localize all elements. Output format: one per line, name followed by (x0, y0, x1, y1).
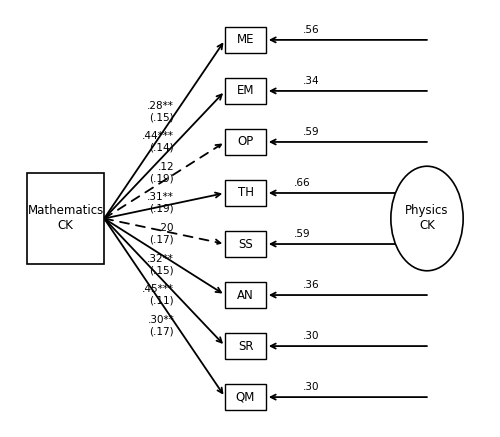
Text: Physics
CK: Physics CK (406, 205, 449, 232)
Text: .12
(.19): .12 (.19) (150, 162, 174, 184)
Text: .31**
(.19): .31** (.19) (148, 192, 174, 214)
Text: TH: TH (238, 187, 254, 199)
Text: .59: .59 (294, 229, 310, 239)
Text: .30: .30 (303, 331, 320, 341)
Bar (225, 129, 266, 155)
Text: OP: OP (238, 135, 254, 149)
Bar (27, 173, 104, 264)
Text: Mathematics
CK: Mathematics CK (28, 205, 104, 232)
Bar (225, 231, 266, 257)
Text: QM: QM (236, 391, 255, 404)
Bar (225, 180, 266, 206)
Text: .34: .34 (302, 76, 320, 86)
Text: AN: AN (237, 288, 254, 302)
Text: .30**
(.17): .30** (.17) (148, 315, 174, 336)
Text: .45***
(.11): .45*** (.11) (142, 284, 174, 306)
Text: .30: .30 (303, 382, 320, 392)
Text: .66: .66 (294, 178, 310, 188)
Bar (225, 27, 266, 53)
Text: .59: .59 (302, 127, 320, 137)
Text: .44***
(.14): .44*** (.14) (142, 131, 174, 153)
Bar (225, 384, 266, 410)
Bar (225, 282, 266, 308)
Text: .28**
(.15): .28** (.15) (148, 101, 174, 122)
Text: .36: .36 (302, 280, 320, 290)
Text: SS: SS (238, 238, 253, 250)
Bar (225, 78, 266, 104)
Ellipse shape (391, 166, 463, 271)
Text: .32**
(.15): .32** (.15) (148, 253, 174, 275)
Text: EM: EM (237, 84, 254, 97)
Text: .20
(.17): .20 (.17) (150, 223, 174, 245)
Text: .56: .56 (302, 24, 320, 35)
Bar (225, 333, 266, 359)
Text: SR: SR (238, 340, 254, 353)
Text: ME: ME (237, 33, 254, 46)
